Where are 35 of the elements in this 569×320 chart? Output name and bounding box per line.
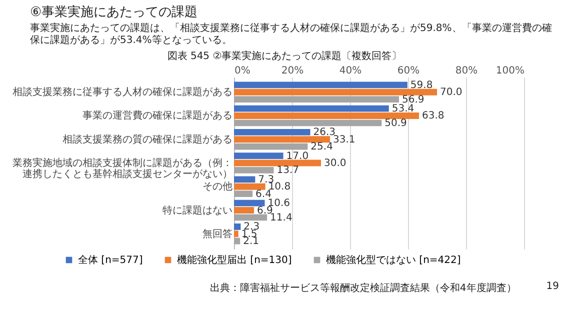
y-tick-label: 相談支援業務の質の確保に課題がある — [62, 133, 232, 146]
chart-subtitle: 事業実施にあたっての課題は、「相談支援業務に従事する人材の確保に課題がある」が59.8%、「事業の運営費の確保に課題がある」が53.4%等となっている。 — [30, 23, 553, 47]
data-label: 6.9 — [257, 205, 273, 216]
source-note: 出典：障害福祉サービス等報酬改定検証調査結果（令和4年度調査） — [210, 282, 516, 295]
x-tick-label: 100% — [496, 66, 524, 76]
text: 19 — [546, 281, 559, 294]
data-label: 63.8 — [422, 110, 444, 122]
legend-label: 全体 [n=577] — [78, 254, 143, 266]
x-tick-label: 60% — [397, 66, 420, 76]
data-label: 56.9 — [402, 94, 424, 106]
text: ⑥事業実施にあたっての課題 — [30, 4, 199, 21]
x-tick-label: 0% — [234, 66, 250, 76]
data-label: 70.0 — [440, 87, 462, 98]
data-label: 30.0 — [324, 158, 346, 169]
data-label: 6.4 — [256, 188, 272, 200]
x-tick-label: 80% — [455, 66, 478, 76]
data-label: 17.0 — [286, 150, 309, 162]
data-label: 50.9 — [384, 118, 407, 129]
y-tick-label: その他 — [202, 180, 232, 193]
x-tick-label: 40% — [339, 66, 362, 76]
y-tick-label: 業務実施地域の相談支援体制に課題がある（例：連携したくとも基幹相談支援センターがない） — [12, 157, 232, 180]
legend-label: 機能強化型届出 [n=130] — [177, 254, 292, 266]
y-tick-label: 相談支援業務に従事する人材の確保に課題がある — [12, 86, 232, 98]
data-label: 53.4 — [392, 104, 414, 115]
data-label: 25.4 — [310, 142, 333, 153]
data-label: 59.8 — [410, 80, 433, 91]
text: 図表 545 ②事業実施にあたっての課題〔複数回答〕 — [166, 50, 403, 63]
x-tick-label: 20% — [281, 66, 304, 76]
data-label: 11.4 — [270, 212, 292, 224]
data-label: 13.7 — [276, 165, 299, 176]
data-label: 2.1 — [243, 236, 259, 248]
y-tick-label: 特に課題はない — [162, 204, 232, 216]
y-tick-label: 事業の運営費の確保に課題がある — [82, 110, 232, 122]
legend-label: 機能強化型ではない [n=422] — [326, 254, 461, 266]
y-tick-label: 無回答 — [202, 228, 232, 240]
